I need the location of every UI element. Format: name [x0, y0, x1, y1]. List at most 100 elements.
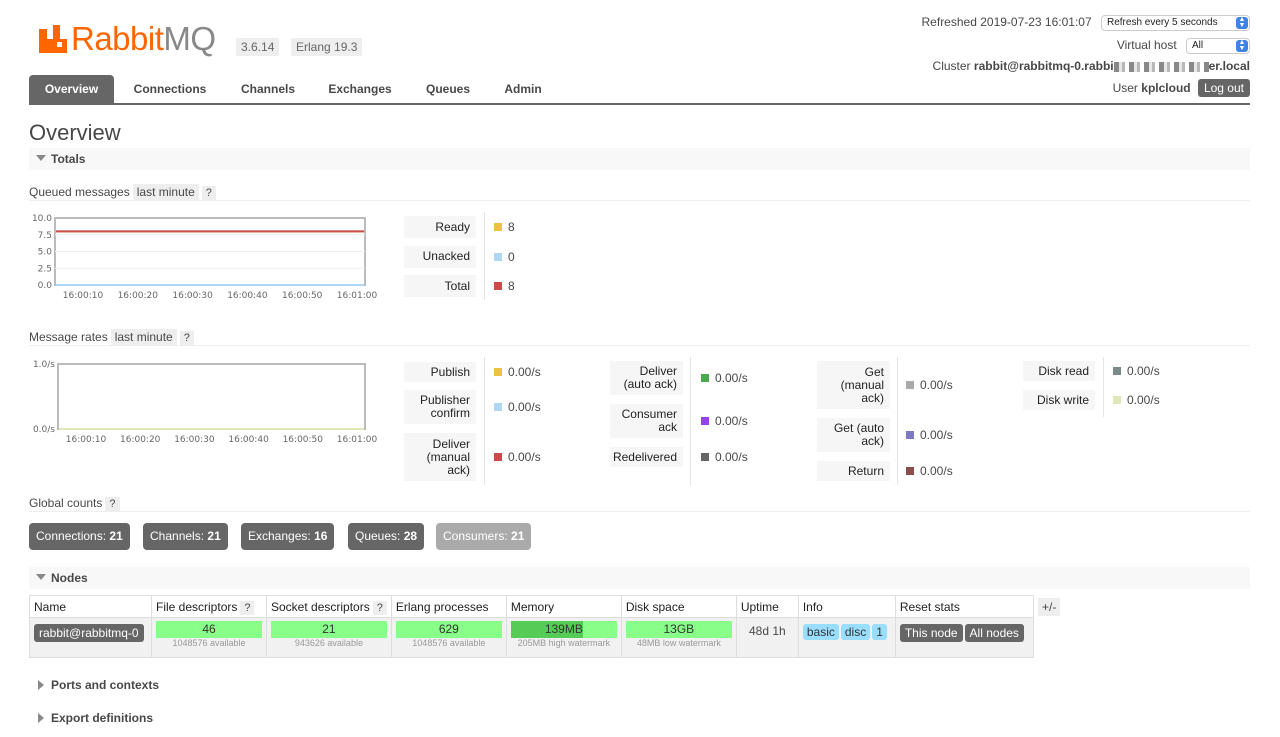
- legend-swatch-icon: [494, 223, 502, 231]
- rate-redelivered-label: Redelivered: [610, 447, 683, 467]
- cluster-name-prefix: rabbit@rabbitmq-0.rabbi: [973, 59, 1114, 73]
- col-uptime: Uptime: [735, 595, 799, 618]
- rate-consumer-ack-label: Consumer ack: [610, 404, 683, 438]
- tab-queues[interactable]: Queues: [425, 82, 470, 96]
- rate-publisher-confirm-value: 0.00/s: [494, 400, 541, 414]
- reset-all-nodes-button[interactable]: All nodes: [964, 624, 1024, 642]
- export-section-toggle[interactable]: Export definitions: [29, 711, 153, 725]
- help-icon[interactable]: ?: [201, 186, 216, 200]
- totals-section-toggle[interactable]: Totals: [29, 148, 1250, 170]
- rate-publish-label: Publish: [404, 362, 476, 382]
- refresh-interval-select[interactable]: Refresh every 5 seconds ▲ ▼: [1101, 15, 1250, 31]
- tab-connections[interactable]: Connections: [133, 82, 207, 96]
- ports-section-title: Ports and contexts: [51, 678, 160, 692]
- x-tick-label: 16:00:30: [172, 291, 213, 301]
- reset-cell: This node All nodes: [894, 617, 1034, 658]
- select-arrows-icon: ▲ ▼: [1236, 39, 1248, 52]
- collapse-triangle-icon: [36, 155, 46, 161]
- x-tick-label: 16:00:30: [174, 435, 215, 445]
- rate-deliver-auto-ack--value: 0.00/s: [701, 371, 748, 385]
- refresh-area: Refreshed 2019-07-23 16:01:07 Refresh ev…: [922, 15, 1250, 31]
- global-counts-header: Global counts?: [29, 496, 120, 511]
- rate-get-manual-ack--label: Get (manual ack): [817, 361, 890, 409]
- nodes-section-title: Nodes: [51, 571, 88, 585]
- tab-overview[interactable]: Overview: [29, 75, 114, 103]
- cluster-name-suffix: er.local: [1208, 59, 1250, 73]
- tab-exchanges[interactable]: Exchanges: [328, 82, 392, 96]
- tab-channels[interactable]: Channels: [240, 82, 295, 96]
- y-tick-label: 5.0: [38, 248, 53, 258]
- col-socket-descriptors: Socket descriptors?: [266, 595, 392, 618]
- x-tick-label: 16:00:40: [227, 291, 268, 301]
- legend-swatch-icon: [906, 467, 914, 475]
- y-tick-label: 7.5: [38, 231, 52, 241]
- y-tick-label: 1.0/s: [33, 360, 55, 370]
- vhost-area: Virtual host All ▲ ▼: [1117, 38, 1250, 54]
- x-tick-label: 16:01:00: [337, 435, 378, 445]
- node-name-link[interactable]: rabbit@rabbitmq-0: [34, 624, 144, 642]
- queued-total-label: Total: [404, 275, 476, 297]
- ep-available: 1048576 available: [412, 638, 486, 648]
- queued-ready-value: 8: [494, 220, 515, 234]
- fd-available: 1048576 available: [172, 638, 246, 648]
- help-icon[interactable]: ?: [372, 600, 387, 615]
- y-tick-label: 0.0/s: [33, 425, 55, 435]
- columns-toggle-button[interactable]: +/-: [1038, 598, 1061, 616]
- col-memory: Memory: [505, 595, 622, 618]
- totals-section-title: Totals: [51, 152, 86, 166]
- ep-bar: 629: [395, 621, 502, 638]
- global-count-consumers[interactable]: Consumers: 21: [436, 523, 532, 550]
- logo-text-rabbit: Rabbit: [71, 20, 164, 57]
- col-disk-space: Disk space: [620, 595, 737, 618]
- legend-swatch-icon: [906, 431, 914, 439]
- sd-available: 943626 available: [294, 638, 363, 648]
- main-tabs: Overview Connections Channels Exchanges …: [29, 75, 1250, 105]
- reset-this-node-button[interactable]: This node: [899, 624, 963, 642]
- export-section-title: Export definitions: [51, 711, 153, 725]
- rates-range-chip[interactable]: last minute: [110, 329, 177, 345]
- logout-button[interactable]: Log out: [1197, 79, 1250, 97]
- node-name-cell: rabbit@rabbitmq-0: [29, 617, 152, 658]
- nodes-section-toggle[interactable]: Nodes: [29, 567, 1250, 589]
- rate-disk-read-value: 0.00/s: [1113, 364, 1160, 378]
- rate-get-auto-ack--value: 0.00/s: [906, 428, 953, 442]
- user-info: User kplcloud Log out: [1113, 79, 1250, 97]
- global-count-queues[interactable]: Queues: 28: [348, 523, 425, 550]
- table-header-row: Name File descriptors? Socket descriptor…: [29, 595, 1034, 618]
- queued-unacked-value: 0: [494, 250, 515, 264]
- info-basic-badge: basic: [802, 624, 839, 640]
- tab-admin[interactable]: Admin: [504, 82, 542, 96]
- rate-disk-read-label: Disk read: [1023, 361, 1095, 381]
- global-count-exchanges[interactable]: Exchanges: 16: [241, 523, 335, 550]
- sd-cell: 21 943626 available: [266, 617, 392, 658]
- x-tick-label: 16:00:50: [283, 435, 324, 445]
- help-icon[interactable]: ?: [240, 600, 255, 615]
- disk-bar: 13GB: [625, 621, 732, 638]
- rabbit-logo-icon: [39, 25, 67, 53]
- legend-swatch-icon: [494, 282, 502, 290]
- rate-get-manual-ack--value: 0.00/s: [906, 378, 953, 392]
- legend-swatch-icon: [494, 252, 502, 261]
- divider: [1103, 357, 1104, 417]
- memory-bar-fill: [510, 621, 583, 638]
- global-count-channels[interactable]: Channels: 21: [143, 523, 228, 550]
- divider: [29, 200, 1250, 201]
- col-info: Info: [797, 595, 896, 618]
- legend-swatch-icon: [701, 453, 709, 461]
- rate-redelivered-value: 0.00/s: [701, 450, 748, 464]
- queued-total-value: 8: [494, 279, 515, 293]
- global-count-connections[interactable]: Connections: 21: [29, 523, 130, 550]
- queued-range-chip[interactable]: last minute: [132, 184, 199, 200]
- sd-bar: 21: [271, 621, 387, 638]
- expand-triangle-icon: [38, 680, 44, 690]
- nodes-table: Name File descriptors? Socket descriptor…: [29, 595, 1034, 658]
- vhost-select[interactable]: All ▲ ▼: [1186, 38, 1250, 54]
- ep-cell: 629 1048576 available: [390, 617, 507, 658]
- divider: [484, 212, 485, 300]
- help-icon[interactable]: ?: [105, 497, 120, 511]
- x-tick-label: 16:00:40: [228, 435, 269, 445]
- vhost-label: Virtual host: [1116, 38, 1177, 53]
- message-rates-header: Message rates last minute?: [29, 329, 194, 345]
- help-icon[interactable]: ?: [179, 331, 194, 345]
- ports-section-toggle[interactable]: Ports and contexts: [29, 678, 159, 692]
